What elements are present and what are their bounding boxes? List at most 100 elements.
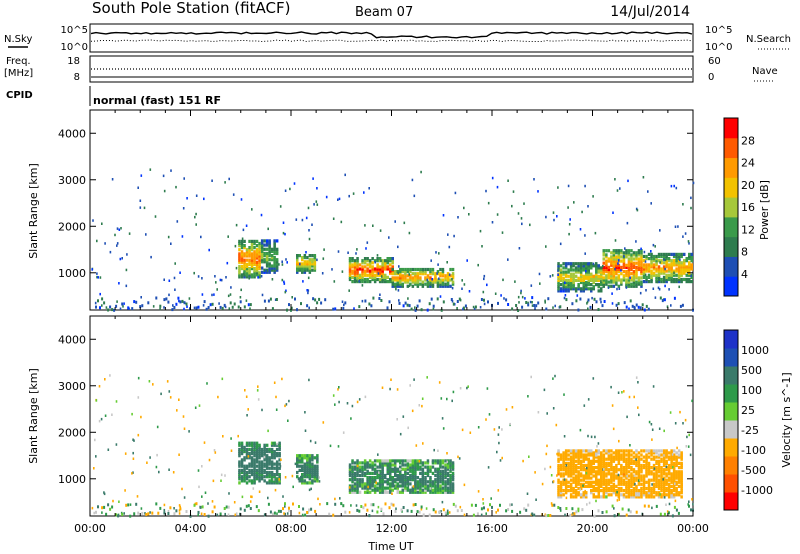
heatmap-cell <box>396 388 399 391</box>
heatmap-cell <box>622 274 626 278</box>
heatmap-cell <box>672 280 676 284</box>
heatmap-cell <box>652 457 656 461</box>
heatmap-cell <box>275 249 279 253</box>
heatmap-cell <box>258 241 261 246</box>
heatmap-cell <box>617 451 621 455</box>
heatmap-cell <box>450 298 453 301</box>
heatmap-cell <box>640 489 643 493</box>
heatmap-cell <box>640 249 643 253</box>
heatmap-cell <box>600 268 603 272</box>
heatmap-cell <box>559 474 563 478</box>
heatmap-cell <box>316 473 319 477</box>
heatmap-cell <box>620 251 623 255</box>
nsearch-label: N.Search <box>746 34 791 45</box>
heatmap-cell <box>632 270 636 274</box>
heatmap-cell <box>195 212 197 216</box>
heatmap-cell <box>612 278 616 282</box>
heatmap-cell <box>559 272 563 276</box>
heatmap-cell <box>572 451 575 455</box>
heatmap-cell <box>572 468 575 472</box>
heatmap-cell <box>414 469 417 473</box>
nsky-tick-top: 10^5 <box>61 25 88 36</box>
heatmap-cell <box>582 283 585 287</box>
heatmap-cell <box>665 273 668 277</box>
heatmap-cell <box>363 191 365 194</box>
heatmap-cell <box>389 476 392 480</box>
heatmap-cell <box>436 284 440 288</box>
heatmap-cell <box>122 305 124 308</box>
heatmap-cell <box>358 263 362 267</box>
heatmap-cell <box>610 486 613 491</box>
heatmap-cell <box>651 428 654 431</box>
heatmap-cell <box>260 241 264 245</box>
heatmap-cell <box>361 284 364 287</box>
heatmap-cell <box>260 470 264 475</box>
heatmap-cell <box>398 485 400 488</box>
heatmap-cell <box>642 455 646 459</box>
heatmap-cell <box>610 453 613 457</box>
heatmap-cell <box>602 482 606 486</box>
heatmap-cell <box>590 287 593 291</box>
heatmap-cell <box>627 459 631 463</box>
heatmap-cell <box>363 490 367 494</box>
heatmap-cell <box>248 452 251 456</box>
heatmap-cell <box>627 449 631 453</box>
heatmap-cell <box>569 451 573 455</box>
heatmap-cell <box>650 265 653 269</box>
heatmap-cell <box>414 480 417 484</box>
heatmap-cell <box>304 513 307 517</box>
heatmap-cell <box>642 484 646 488</box>
heatmap-cell <box>111 308 114 312</box>
heatmap-cell <box>672 495 676 499</box>
heatmap-cell <box>224 512 226 516</box>
heatmap-cell <box>614 178 616 181</box>
heatmap-cell <box>660 261 663 265</box>
heatmap-cell <box>292 485 294 489</box>
heatmap-cell <box>361 259 364 263</box>
heatmap-cell <box>605 261 608 265</box>
heatmap-cell <box>677 453 681 457</box>
heatmap-cell <box>401 478 404 482</box>
heatmap-cell <box>386 261 389 265</box>
heatmap-cell <box>587 205 589 208</box>
heatmap-cell <box>258 273 261 277</box>
heatmap-cell <box>620 282 623 286</box>
heatmap-cell <box>399 484 402 488</box>
heatmap-cell <box>652 478 656 482</box>
heatmap-cell <box>647 267 651 271</box>
heatmap-cell <box>559 468 563 472</box>
heatmap-cell <box>124 452 127 455</box>
heatmap-cell <box>610 489 613 493</box>
heatmap-cell <box>449 278 452 282</box>
heatmap-cell <box>300 302 302 306</box>
heatmap-cell <box>662 493 666 497</box>
heatmap-cell <box>245 299 248 302</box>
heatmap-cell <box>597 480 600 484</box>
heatmap-cell <box>255 464 259 468</box>
heatmap-cell <box>353 488 357 492</box>
heatmap-cell <box>126 253 128 256</box>
heatmap-cell <box>421 284 425 288</box>
heatmap-cell <box>296 456 299 460</box>
heatmap-cell <box>612 468 616 472</box>
heatmap-cell <box>577 472 580 476</box>
heatmap-cell <box>248 447 251 452</box>
heatmap-cell <box>605 510 608 514</box>
heatmap-cell <box>662 269 666 273</box>
heatmap-cell <box>310 507 313 511</box>
heatmap-cell <box>361 267 364 271</box>
heatmap-cell <box>305 216 308 220</box>
heatmap-cell <box>688 263 691 267</box>
heatmap-cell <box>565 507 568 510</box>
heatmap-cell <box>238 273 241 277</box>
heatmap-cell <box>389 263 392 267</box>
heatmap-cell <box>600 478 603 482</box>
heatmap-cell <box>313 258 317 262</box>
heatmap-cell <box>178 398 180 401</box>
heatmap-cell <box>579 280 583 285</box>
heatmap-cell <box>683 252 686 256</box>
heatmap-cell <box>233 302 236 306</box>
heatmap-cell <box>238 258 241 262</box>
heatmap-cell <box>287 419 289 422</box>
heatmap-cell <box>248 252 251 256</box>
